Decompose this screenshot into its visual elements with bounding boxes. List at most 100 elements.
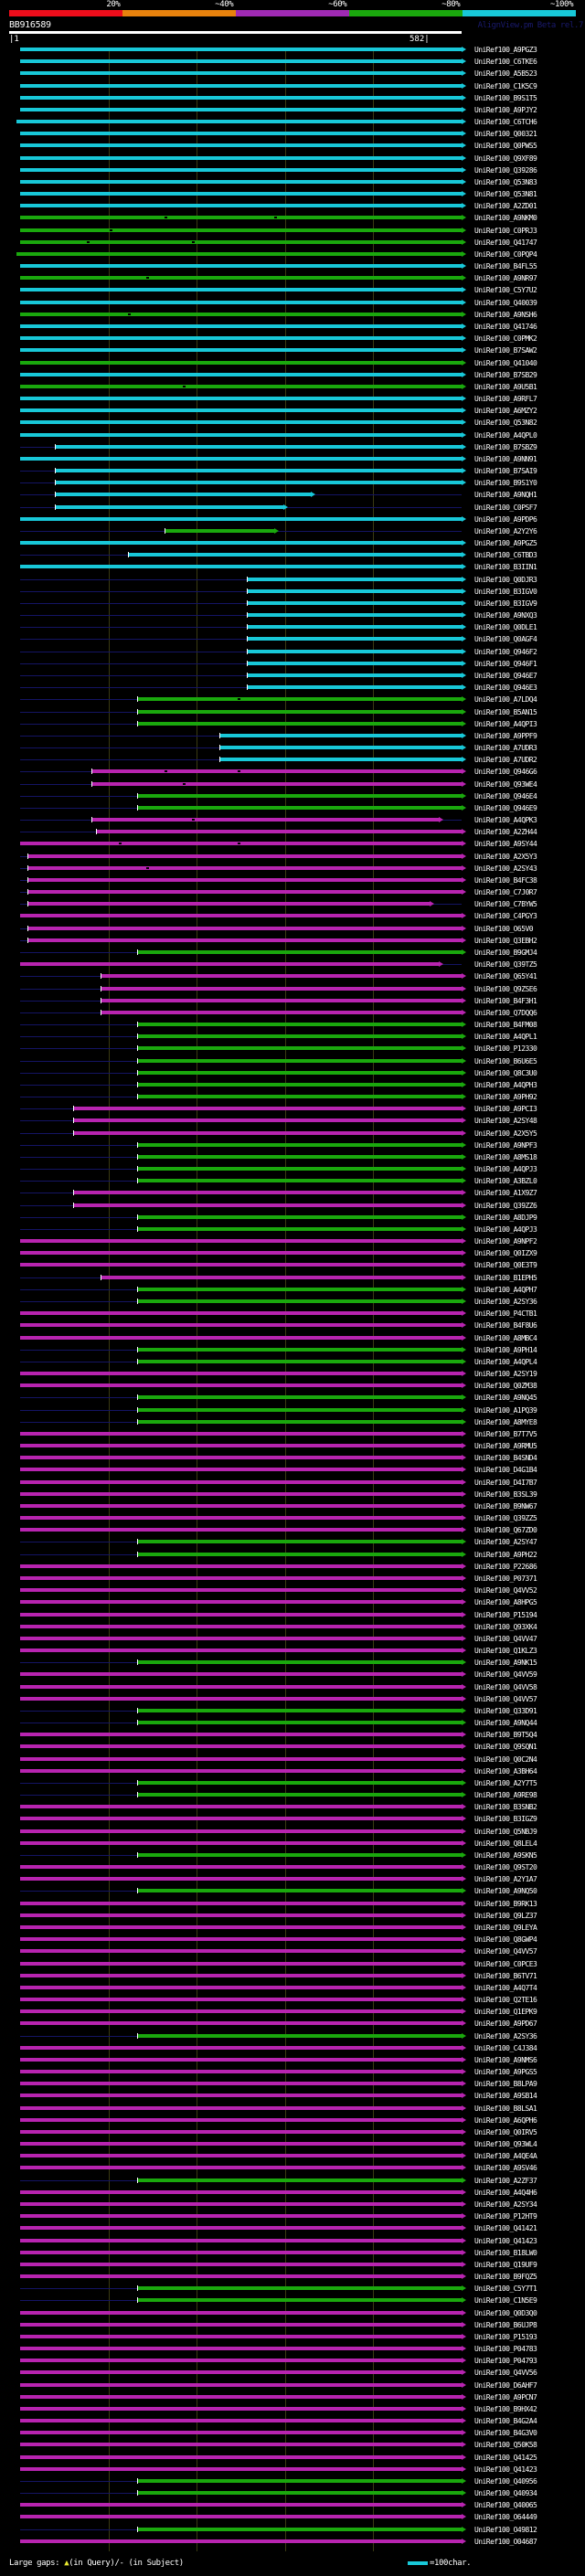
hit-row[interactable]: UniRef100_A9SY44 [0, 841, 585, 848]
hit-label[interactable]: UniRef100_A9NR97 [474, 274, 537, 283]
hit-label[interactable]: UniRef100_C4J384 [474, 2043, 537, 2052]
hit-row[interactable]: UniRef100_C6TCH6 [0, 119, 585, 126]
hit-bar[interactable] [137, 805, 462, 810]
hit-row[interactable]: UniRef100_A1X9Z7 [0, 1190, 585, 1197]
hit-row[interactable]: UniRef100_Q8GWP4 [0, 1936, 585, 1944]
hit-label[interactable]: UniRef100_C5Y7T1 [474, 2284, 537, 2294]
hit-bar[interactable] [137, 1154, 462, 1159]
hit-label[interactable]: UniRef100_Q7DQQ6 [474, 1008, 537, 1017]
hit-label[interactable]: UniRef100_A7UDR3 [474, 744, 537, 753]
hit-row[interactable]: UniRef100_A3BH64 [0, 1767, 585, 1775]
hit-row[interactable]: UniRef100_A4QPI3 [0, 719, 585, 728]
hit-bar[interactable] [20, 360, 462, 365]
hit-row[interactable]: UniRef100_A9NXQ3 [0, 612, 585, 620]
hit-row[interactable]: UniRef100_Q53N82 [0, 419, 585, 427]
hit-row[interactable]: UniRef100_A2ZF37 [0, 2177, 585, 2184]
hit-label[interactable]: UniRef100_A7UDR2 [474, 756, 537, 765]
hit-bar[interactable] [20, 2443, 462, 2447]
hit-label[interactable]: UniRef100_A4QPI3 [474, 719, 537, 728]
hit-label[interactable]: UniRef100_A3BZL0 [474, 1177, 537, 1186]
hit-label[interactable]: UniRef100_A9SV46 [474, 2164, 537, 2173]
hit-label[interactable]: UniRef100_A9RFL7 [474, 395, 537, 404]
hit-bar[interactable] [137, 1167, 462, 1171]
hit-label[interactable]: UniRef100_P22686 [474, 1562, 537, 1571]
hit-label[interactable]: UniRef100_A2Y1A7 [474, 1875, 537, 1884]
hit-label[interactable]: UniRef100_A9PH14 [474, 1345, 537, 1354]
hit-row[interactable]: UniRef100_A9NR97 [0, 274, 585, 283]
hit-label[interactable]: UniRef100_Q4VV52 [474, 1586, 537, 1595]
hit-row[interactable]: UniRef100_Q0DJR3 [0, 576, 585, 583]
hit-label[interactable]: UniRef100_A8DJP9 [474, 1213, 537, 1222]
hit-bar[interactable] [20, 2382, 462, 2387]
hit-bar[interactable] [96, 830, 462, 834]
hit-bar[interactable] [137, 1359, 462, 1363]
hit-label[interactable]: UniRef100_B9GMJ4 [474, 948, 537, 957]
hit-row[interactable]: UniRef100_C6TKE6 [0, 58, 585, 66]
hit-bar[interactable] [20, 2189, 462, 2194]
hit-label[interactable]: UniRef100_Q93WE4 [474, 779, 537, 789]
hit-row[interactable]: UniRef100_A9NPF3 [0, 1141, 585, 1149]
hit-row[interactable]: UniRef100_A2SY19 [0, 1371, 585, 1378]
hit-bar[interactable] [20, 1516, 462, 1521]
hit-label[interactable]: UniRef100_A9PGZ5 [474, 539, 537, 548]
hit-row[interactable]: UniRef100_P04793 [0, 2358, 585, 2365]
hit-label[interactable]: UniRef100_B4G3V0 [474, 2429, 537, 2438]
hit-label[interactable]: UniRef100_Q53N81 [474, 190, 537, 199]
hit-row[interactable]: UniRef100_B8LPA9 [0, 2081, 585, 2088]
hit-label[interactable]: UniRef100_C0PSF7 [474, 503, 537, 512]
hit-bar[interactable] [247, 588, 462, 593]
hit-row[interactable]: UniRef100_C1K5C9 [0, 82, 585, 90]
hit-row[interactable]: UniRef100_A9PH22 [0, 1551, 585, 1558]
hit-bar[interactable] [137, 1660, 462, 1665]
hit-row[interactable]: UniRef100_C7BYW5 [0, 901, 585, 908]
hit-label[interactable]: UniRef100_Q41746 [474, 322, 537, 331]
hit-row[interactable]: UniRef100_B7SAW2 [0, 347, 585, 355]
hit-row[interactable]: UniRef100_Q50K58 [0, 2442, 585, 2449]
hit-label[interactable]: UniRef100_B7SBZ9 [474, 442, 537, 451]
hit-row[interactable]: UniRef100_Q39286 [0, 166, 585, 174]
hit-row[interactable]: UniRef100_P15194 [0, 1611, 585, 1618]
hit-label[interactable]: UniRef100_A9NMS6 [474, 2055, 537, 2064]
hit-row[interactable]: UniRef100_A4QPJ3 [0, 1225, 585, 1233]
hit-bar[interactable] [20, 2406, 462, 2411]
hit-bar[interactable] [20, 1600, 462, 1605]
hit-bar[interactable] [137, 1852, 462, 1857]
hit-label[interactable]: UniRef100_B4FM08 [474, 1021, 537, 1030]
hit-bar[interactable] [20, 1840, 462, 1845]
hit-bar[interactable] [55, 493, 311, 497]
hit-bar[interactable] [20, 1564, 462, 1568]
hit-row[interactable]: UniRef100_P15193 [0, 2333, 585, 2340]
hit-row[interactable]: UniRef100_D6AHF7 [0, 2381, 585, 2389]
hit-row[interactable]: UniRef100_A8MBC4 [0, 1334, 585, 1341]
hit-bar[interactable] [137, 1793, 462, 1797]
hit-bar[interactable] [20, 1239, 462, 1244]
hit-bar[interactable] [20, 1696, 462, 1701]
hit-row[interactable]: UniRef100_B1EPH5 [0, 1274, 585, 1281]
hit-bar[interactable] [20, 1251, 462, 1256]
hit-label[interactable]: UniRef100_A7LDQ4 [474, 695, 537, 705]
hit-bar[interactable] [137, 1299, 462, 1303]
hit-bar[interactable] [137, 2298, 462, 2303]
hit-bar[interactable] [137, 1552, 462, 1556]
hit-label[interactable]: UniRef100_B9RK13 [474, 1899, 537, 1908]
hit-label[interactable]: UniRef100_Q65Y41 [474, 972, 537, 981]
hit-row[interactable]: UniRef100_A9NMS6 [0, 2055, 585, 2064]
hit-label[interactable]: UniRef100_A4QPJ3 [474, 1165, 537, 1174]
hit-bar[interactable] [20, 2105, 462, 2110]
hit-label[interactable]: UniRef100_Q0AGF4 [474, 635, 537, 644]
hit-row[interactable]: UniRef100_A9PH14 [0, 1345, 585, 1354]
hit-label[interactable]: UniRef100_A4QPL4 [474, 1357, 537, 1366]
hit-row[interactable]: UniRef100_A9NQ50 [0, 1888, 585, 1895]
hit-bar[interactable] [20, 914, 462, 918]
hit-bar[interactable] [137, 1214, 462, 1219]
hit-label[interactable]: UniRef100_B6UJP8 [474, 2320, 537, 2329]
hit-bar[interactable] [137, 1179, 462, 1183]
hit-row[interactable]: UniRef100_C0PSF7 [0, 503, 585, 512]
hit-bar[interactable] [20, 1479, 462, 1484]
hit-label[interactable]: UniRef100_A9PCI3 [474, 1105, 537, 1114]
hit-label[interactable]: UniRef100_Q5NBJ9 [474, 1827, 537, 1836]
hit-label[interactable]: UniRef100_A4QPH7 [474, 1285, 537, 1294]
hit-bar[interactable] [20, 59, 462, 64]
hit-label[interactable]: UniRef100_Q1EPK9 [474, 2008, 537, 2017]
hit-label[interactable]: UniRef100_Q946E4 [474, 791, 537, 800]
